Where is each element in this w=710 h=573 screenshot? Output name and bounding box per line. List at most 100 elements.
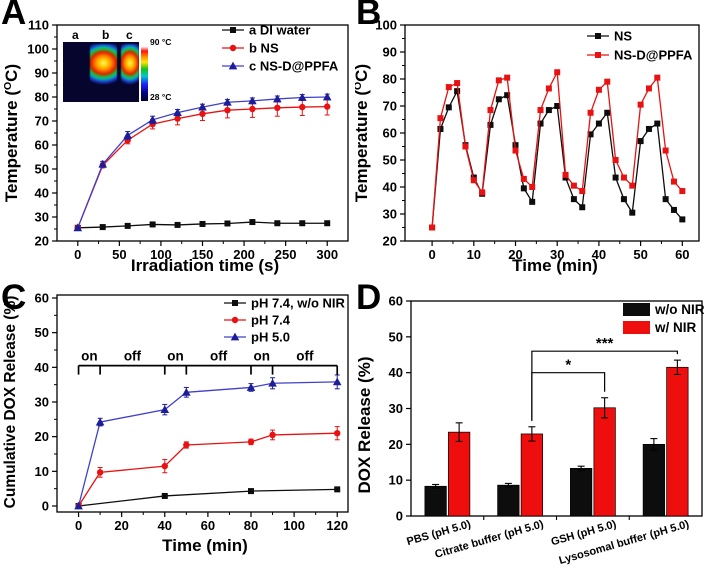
panel-label-d: D (356, 278, 382, 317)
colorbar-max-label: 90 °C (150, 37, 172, 47)
series-c NS-D@PPFA (73, 92, 332, 232)
nir-segment-label: off (124, 349, 142, 364)
svg-text:0: 0 (42, 499, 49, 514)
svg-text:Lysosomal buffer (pH 5.0): Lysosomal buffer (pH 5.0) (558, 518, 691, 567)
svg-text:a DI water: a DI water (249, 23, 310, 38)
panel-a: A 20 30 40 50 60 70 80 90 100 110 0 50 100 150 200 250 3… (0, 0, 355, 287)
svg-text:70: 70 (35, 114, 49, 129)
svg-text:40: 40 (158, 518, 172, 533)
y-axis-label: Temperature (OC) (2, 64, 21, 202)
nir-segment-label: off (210, 349, 228, 364)
svg-text:0: 0 (428, 247, 435, 262)
y-axis: 0 10 20 30 40 50 60 (35, 291, 57, 514)
svg-text:w/ NIR: w/ NIR (654, 320, 697, 335)
svg-text:50: 50 (35, 162, 49, 177)
y-axis-label: DOX Release (%) (355, 357, 374, 494)
svg-text:30: 30 (383, 207, 397, 222)
panel-label-b: B (356, 0, 382, 32)
svg-text:250: 250 (275, 247, 297, 262)
svg-text:20: 20 (114, 518, 128, 533)
series-b NS (74, 97, 331, 231)
svg-text:10: 10 (467, 247, 481, 262)
x-axis-label: Irradiation time (s) (131, 256, 279, 275)
svg-text:50: 50 (112, 247, 126, 262)
vial-b-glow (90, 44, 117, 100)
nir-segment-label: on (81, 349, 98, 364)
colorbar-min-label: 28 °C (150, 92, 172, 102)
inset-vial-label-c: c (126, 28, 133, 42)
svg-text:40: 40 (383, 180, 397, 195)
svg-text:150: 150 (192, 247, 214, 262)
svg-text:90: 90 (383, 45, 397, 60)
svg-text:20: 20 (383, 234, 397, 249)
svg-text:80: 80 (383, 72, 397, 87)
x-axis: PBS (pH 5.0)Citrate buffer (pH 5.0) GSH (… (405, 516, 691, 567)
svg-text:100: 100 (150, 247, 172, 262)
chart-c-dox-release-kinetics: 0 10 20 30 40 50 60 0 20 40 60 80 100 120 Time (min) Cu… (2, 291, 349, 555)
bars (424, 359, 689, 517)
svg-text:pH 7.4: pH 7.4 (251, 313, 291, 328)
svg-text:0: 0 (74, 247, 81, 262)
svg-text:0: 0 (75, 518, 82, 533)
svg-text:110: 110 (28, 18, 49, 33)
y-axis-label: Cumulative DOX Release (%) (2, 296, 19, 509)
svg-text:30: 30 (35, 395, 49, 410)
nir-segment-label: on (254, 349, 271, 364)
svg-text:0: 0 (396, 509, 403, 524)
legend: pH 7.4, w/o NIR pH 7.4 pH 5.0 (224, 296, 346, 345)
svg-text:NS-D@PPFA: NS-D@PPFA (614, 48, 693, 63)
legend: NS NS-D@PPFA (587, 29, 693, 63)
svg-text:50: 50 (35, 325, 49, 340)
y-axis: 20 30 40 50 60 70 80 90 100 110 (27, 18, 57, 249)
svg-text:30: 30 (389, 401, 403, 416)
series-pH 7.4, w/o NIR (75, 486, 341, 509)
svg-text:30: 30 (35, 210, 49, 225)
thermal-inset: a b c 90 °C 28 °C (63, 28, 177, 110)
nir-segment-label: on (167, 349, 184, 364)
temperature-colorbar (141, 43, 148, 101)
vial-c-glow (121, 44, 139, 100)
svg-text:120: 120 (326, 518, 348, 533)
inset-vial-label-b: b (102, 28, 110, 42)
nir-segment-label: off (296, 349, 314, 364)
series-NS-D@PPFA (429, 69, 686, 231)
y-axis: 20 30 40 50 60 70 80 90 100 (375, 18, 405, 249)
svg-text:10: 10 (35, 464, 49, 479)
svg-text:10: 10 (389, 473, 403, 488)
x-axis-label: Time (min) (162, 536, 248, 555)
significance-label: * (565, 357, 571, 374)
svg-text:60: 60 (201, 518, 215, 533)
series-pH 5.0 (74, 374, 342, 510)
chart-b-heating-cycles: 20 30 40 50 60 70 80 90 100 0 10 20 30 40 50 60 Time (mi… (355, 18, 700, 275)
svg-text:90: 90 (35, 66, 49, 81)
svg-text:pH 7.4, w/o NIR: pH 7.4, w/o NIR (251, 296, 346, 311)
svg-text:300: 300 (316, 247, 338, 262)
svg-text:70: 70 (383, 99, 397, 114)
thermal-image (63, 42, 139, 102)
svg-text:100: 100 (283, 518, 305, 533)
svg-text:20: 20 (389, 437, 403, 452)
svg-text:20: 20 (35, 429, 49, 444)
series-NS (429, 88, 686, 231)
svg-text:80: 80 (35, 90, 49, 105)
y-axis-label: Temperature (OC) (355, 64, 371, 202)
svg-text:w/o NIR: w/o NIR (654, 302, 705, 317)
legend: a DI water b NS c NS-D@PPFA (222, 23, 339, 74)
svg-text:40: 40 (35, 186, 49, 201)
x-axis: 0 20 40 60 80 100 120 Time (min) (75, 512, 348, 555)
svg-text:50: 50 (383, 153, 397, 168)
svg-text:100: 100 (375, 18, 397, 33)
svg-text:200: 200 (233, 247, 255, 262)
x-axis: 0 10 20 30 40 50 60 Time (min) (428, 241, 690, 275)
significance-brackets: **** (531, 335, 678, 421)
svg-text:80: 80 (244, 518, 258, 533)
y-axis: 0 10 20 30 40 50 60 (389, 294, 411, 524)
inset-vial-label-a: a (72, 28, 79, 42)
svg-text:40: 40 (592, 247, 606, 262)
svg-text:30: 30 (550, 247, 564, 262)
panel-c: C 0 10 20 30 40 50 60 0 20 40 60 80 100 120 Time (min)… (0, 280, 355, 573)
nir-on-off-bracket: on off on off on off (77, 349, 339, 375)
axes: 20 30 40 50 60 70 80 90 100 110 0 50 100 150 200 250 300… (27, 18, 349, 275)
x-axis: 0 50 100 150 200 250 300 Irradiation time (s) (74, 241, 338, 275)
